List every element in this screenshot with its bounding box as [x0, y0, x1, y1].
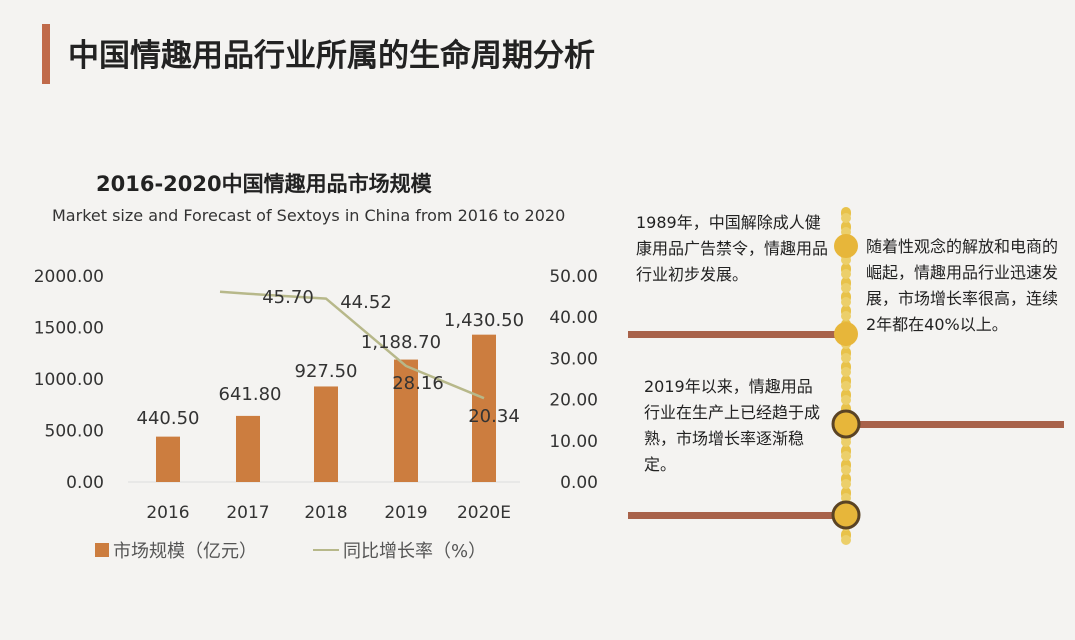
timeline-connector-2019	[628, 512, 846, 519]
legend-line-label: 同比增长率（%）	[343, 541, 487, 562]
timeline-dot	[841, 479, 851, 489]
line-value-label: 20.34	[468, 406, 520, 427]
bar-value-label: 440.50	[137, 408, 200, 429]
x-tick-label: 2017	[226, 503, 269, 523]
title-accent-bar	[42, 24, 50, 84]
bar-value-label: 927.50	[295, 361, 358, 382]
page-title: 中国情趣用品行业所属的生命周期分析	[68, 38, 595, 74]
y-right-tick-label: 20.00	[549, 391, 598, 411]
timeline-dot	[841, 353, 851, 363]
timeline-dot	[841, 395, 851, 405]
timeline-dot	[841, 269, 851, 279]
y-left-tick-label: 1000.00	[34, 370, 104, 390]
timeline-dot	[841, 381, 851, 391]
bar	[236, 415, 260, 482]
timeline-node	[831, 500, 861, 530]
x-tick-label: 2016	[146, 503, 189, 523]
bar	[314, 386, 338, 482]
growth-rate-line	[219, 290, 485, 400]
timeline-node	[834, 322, 858, 346]
bar-value-label: 1,430.50	[444, 310, 524, 331]
line-value-label: 28.16	[392, 373, 444, 394]
y-right-tick-label: 0.00	[560, 473, 598, 493]
bar	[394, 359, 418, 482]
y-right-tick-label: 50.00	[549, 267, 598, 287]
y-left-tick-label: 2000.00	[34, 267, 104, 287]
timeline-connector-growth	[846, 421, 1064, 428]
y-right-tick-label: 30.00	[549, 349, 598, 369]
y-left-tick-label: 1500.00	[34, 319, 104, 339]
y-right-tick-label: 40.00	[549, 308, 598, 328]
timeline-dot	[841, 367, 851, 377]
bar	[156, 436, 180, 482]
y-left-tick-label: 500.00	[45, 422, 104, 442]
chart-subtitle: Market size and Forecast of Sextoys in C…	[52, 206, 566, 225]
timeline-node	[831, 409, 861, 439]
line-value-label: 44.52	[340, 292, 392, 313]
x-tick-label: 2020E	[457, 503, 511, 523]
timeline-dot	[841, 465, 851, 475]
timeline-connector-1989	[628, 331, 846, 338]
timeline-dot	[841, 535, 851, 545]
chart-title: 2016-2020中国情趣用品市场规模	[96, 172, 432, 196]
timeline-note-2019: 2019年以来，情趣用品行业在生产上已经趋于成熟，市场增长率逐渐稳定。	[644, 377, 821, 474]
timeline-dot	[841, 213, 851, 223]
timeline-node	[834, 234, 858, 258]
timeline-dot	[841, 437, 851, 447]
y-left-tick-label: 0.00	[66, 473, 104, 493]
timeline-note-1989: 1989年，中国解除成人健康用品广告禁令，情趣用品行业初步发展。	[636, 213, 829, 284]
y-right-tick-label: 10.00	[549, 432, 598, 452]
timeline-dot	[841, 283, 851, 293]
bar-value-label: 1,188.70	[361, 332, 441, 353]
bar	[472, 334, 496, 482]
legend-line-swatch	[313, 549, 339, 551]
x-tick-label: 2018	[304, 503, 347, 523]
timeline-dot	[841, 493, 851, 503]
line-value-label: 45.70	[262, 287, 314, 308]
x-tick-label: 2019	[384, 503, 427, 523]
timeline-dot	[841, 297, 851, 307]
timeline-dot	[841, 311, 851, 321]
bar-value-label: 641.80	[219, 384, 282, 405]
timeline-dot	[841, 451, 851, 461]
chart-legend: 市场规模（亿元） 同比增长率（%）	[95, 538, 486, 562]
legend-bar-label: 市场规模（亿元）	[113, 541, 257, 562]
legend-bar-swatch	[95, 543, 109, 557]
timeline-note-growth: 随着性观念的解放和电商的崛起，情趣用品行业迅速发展，市场增长率很高，连续2年都在…	[866, 237, 1059, 334]
